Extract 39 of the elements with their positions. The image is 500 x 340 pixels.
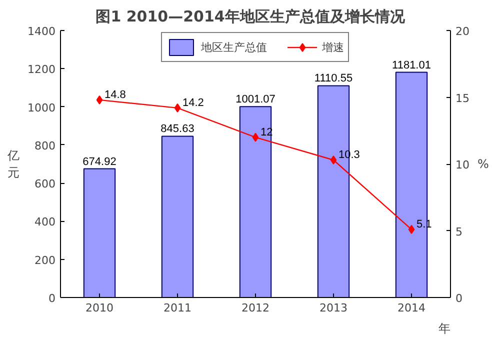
legend-label: 地区生产总值 xyxy=(201,40,267,54)
x-tick-label: 2010 xyxy=(86,302,114,314)
x-tick-label: 2013 xyxy=(320,302,348,314)
point xyxy=(408,224,415,234)
y-tick-label: 200 xyxy=(34,254,56,267)
y2-tick-label: 20 xyxy=(456,25,470,38)
data-label: 14.2 xyxy=(182,96,204,109)
y-tick-label: 1000 xyxy=(28,101,56,114)
point xyxy=(330,155,337,164)
y-tick-label: 0 xyxy=(48,292,56,305)
data-label: 1001.07 xyxy=(236,94,276,106)
data-label: 674.92 xyxy=(82,156,116,168)
bar xyxy=(83,168,116,298)
y2-tick-label: 10 xyxy=(456,158,470,172)
x-tick-label: 2011 xyxy=(164,302,192,314)
x-axis-title: 年 xyxy=(438,322,450,336)
point xyxy=(252,132,259,142)
y2-tick-label: 0 xyxy=(456,292,462,305)
data-label: 845.63 xyxy=(160,123,194,136)
y2-axis-title: % xyxy=(477,157,489,171)
bar xyxy=(239,106,272,298)
point xyxy=(174,103,181,112)
x-tick-label: 2012 xyxy=(242,302,270,314)
y-tick-label: 600 xyxy=(34,178,56,191)
y2-tick-label: 5 xyxy=(456,225,462,238)
y-tick-label: 1200 xyxy=(28,63,56,76)
y-tick-label: 400 xyxy=(34,216,56,229)
y2-tick-label: 15 xyxy=(456,92,470,105)
point xyxy=(96,95,103,104)
y-tick-label: 800 xyxy=(34,139,56,152)
data-label: 14.8 xyxy=(104,88,126,101)
y-tick-label: 1400 xyxy=(28,25,56,38)
data-label: 1181.01 xyxy=(392,59,431,72)
x-tick-label: 2014 xyxy=(398,302,426,314)
legend-label: 增速 xyxy=(322,40,344,54)
chart-title: 图1 2010—2014年地区生产总值及增长情况 xyxy=(96,8,406,26)
bar xyxy=(161,136,194,298)
y-axis-title: 亿元 xyxy=(6,148,20,180)
data-label: 1110.55 xyxy=(314,72,353,85)
